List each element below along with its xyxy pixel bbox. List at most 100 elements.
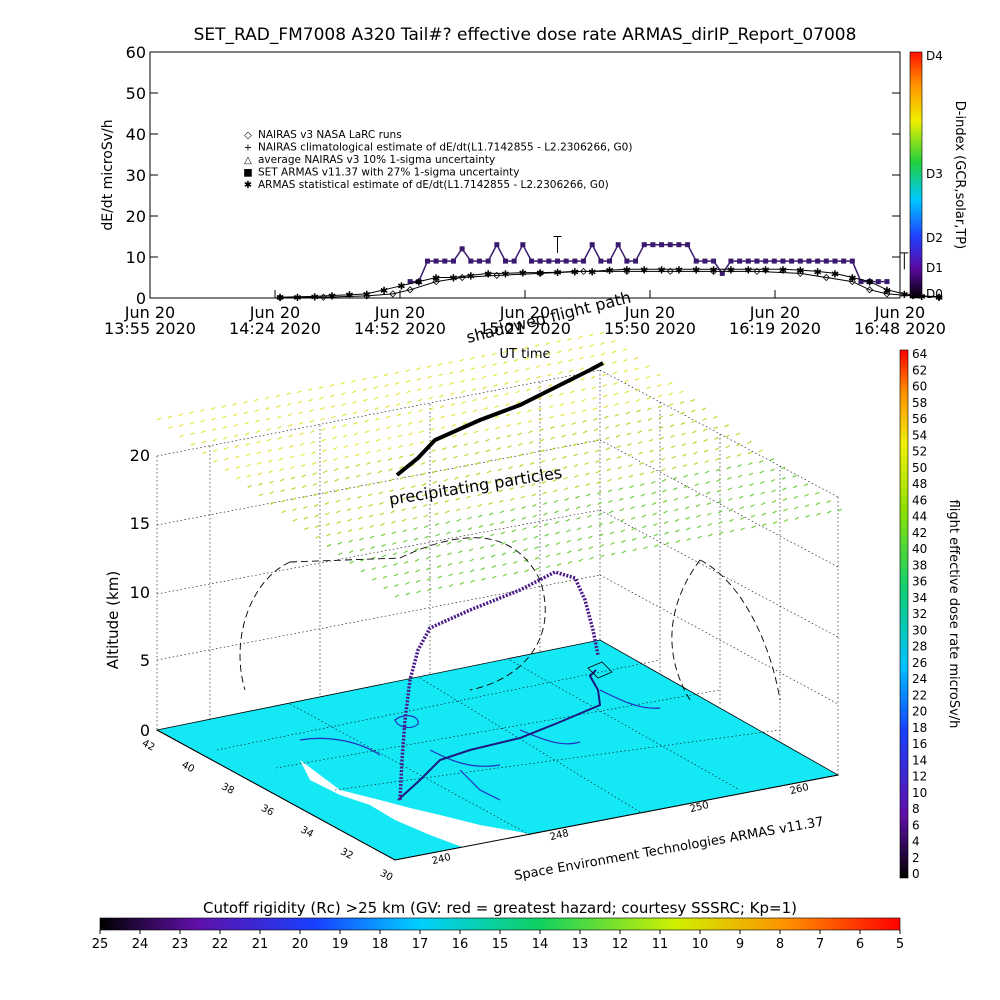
particle-dash	[725, 455, 731, 459]
particle-dash	[680, 422, 686, 426]
particle-dash	[478, 525, 484, 529]
particle-dash	[417, 398, 423, 402]
particle-dash	[618, 487, 624, 491]
particle-dash	[567, 560, 573, 564]
particle-dash	[631, 527, 636, 531]
particle-dash	[168, 425, 173, 429]
particle-dash	[500, 520, 505, 524]
particle-dash	[725, 445, 730, 449]
particle-dash	[481, 577, 486, 581]
particle-dash	[586, 504, 592, 508]
dose-tick-label: 54	[912, 428, 927, 442]
particle-dash	[286, 402, 292, 406]
armas-point	[502, 258, 508, 264]
particle-dash	[389, 489, 394, 493]
particle-dash	[340, 381, 345, 385]
particle-dash	[772, 510, 777, 514]
particle-dash	[391, 531, 397, 535]
particle-dash	[380, 522, 385, 526]
particle-dash	[342, 423, 348, 427]
particle-dash	[651, 502, 657, 506]
cutoff-tick-label: 20	[292, 937, 309, 952]
particle-dash	[439, 405, 445, 409]
particle-dash	[717, 510, 723, 514]
particle-dash	[484, 428, 490, 432]
particle-dash	[433, 491, 438, 495]
particle-dash	[663, 520, 669, 525]
lat-tick-label: 40	[180, 760, 196, 776]
dose-tick-label: 60	[912, 380, 927, 394]
particle-dash	[642, 525, 647, 529]
particle-dash	[467, 527, 473, 531]
dose-tick-label: 12	[912, 770, 927, 784]
particle-dash	[482, 396, 488, 400]
particle-dash	[661, 468, 666, 472]
particle-dash	[498, 478, 503, 482]
particle-dash	[522, 537, 528, 541]
particle-dash	[683, 485, 689, 489]
particle-dash	[292, 508, 297, 512]
particle-dash	[383, 586, 388, 590]
particle-dash	[681, 432, 686, 436]
shadow-flight-loop	[239, 537, 546, 691]
statistical-point: ✱	[779, 265, 787, 276]
particle-dash	[213, 459, 218, 463]
particle-dash	[682, 464, 688, 468]
particle-dash	[535, 354, 540, 358]
particle-dash	[472, 398, 477, 402]
statistical-point: ✱	[363, 290, 371, 301]
particle-dash	[559, 392, 564, 396]
back-wall-grid	[156, 369, 839, 775]
particle-dash	[531, 493, 537, 497]
particle-dash	[322, 459, 328, 463]
x-tick-date-label: Jun 20	[749, 303, 800, 322]
nairas-point	[935, 293, 943, 301]
particle-dash	[312, 482, 318, 486]
particle-dash	[609, 531, 615, 535]
particle-dash	[360, 558, 365, 562]
particle-dash	[456, 529, 462, 533]
particle-dash	[390, 510, 396, 514]
particle-dash	[705, 481, 710, 485]
dindex-tick-label: D2	[926, 231, 943, 245]
particle-dash	[736, 443, 741, 447]
particle-dash	[816, 512, 821, 516]
particle-dash	[664, 542, 670, 546]
particle-dash	[212, 449, 218, 453]
particle-dash	[618, 497, 624, 501]
particle-dash	[491, 352, 497, 356]
particle-dash	[485, 438, 490, 442]
z-axis-label: Altitude (km)	[104, 571, 122, 669]
particle-dash	[199, 409, 205, 413]
particle-dash	[525, 377, 531, 381]
particle-dash	[747, 451, 753, 455]
particle-dash	[670, 445, 676, 449]
particle-dash	[475, 461, 480, 465]
particle-dash	[341, 402, 347, 406]
particle-dash	[526, 388, 531, 392]
dose-tick-label: 38	[912, 558, 927, 572]
particle-dash	[402, 529, 407, 533]
particle-dash	[673, 487, 678, 491]
statistical-point: ✱	[709, 265, 717, 276]
particle-dash	[408, 442, 414, 446]
dindex-colorbar-ticks: D4 D3 D2 D1 D0	[926, 49, 943, 301]
particle-dash	[728, 497, 733, 501]
particle-dash	[594, 438, 599, 442]
particle-dash	[414, 548, 419, 552]
particle-dash	[461, 400, 466, 404]
particle-dash	[650, 470, 655, 474]
particle-dash	[474, 440, 479, 444]
particle-dash	[310, 430, 315, 434]
particle-dash	[222, 415, 227, 419]
particle-dash	[826, 500, 831, 504]
particle-dash	[759, 470, 764, 474]
lon-tick-label: 250	[689, 800, 710, 815]
particle-dash	[267, 449, 272, 453]
particle-dash	[313, 503, 319, 507]
particle-dash	[574, 485, 580, 489]
armas-point	[468, 258, 474, 264]
particle-dash	[470, 356, 475, 360]
particle-dash	[298, 411, 303, 415]
statistical-point: ✱	[727, 265, 735, 276]
